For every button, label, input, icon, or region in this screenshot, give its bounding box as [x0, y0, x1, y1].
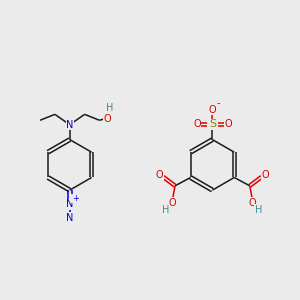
Text: +: +: [72, 194, 79, 203]
Text: O: O: [224, 119, 232, 129]
Text: O: O: [156, 169, 164, 179]
Text: O: O: [261, 169, 269, 179]
Text: N: N: [66, 200, 74, 209]
Text: O: O: [208, 105, 216, 115]
Text: H: H: [163, 205, 170, 214]
Text: O: O: [104, 114, 112, 124]
Text: -: -: [217, 98, 220, 108]
Text: O: O: [193, 119, 201, 129]
Text: N: N: [66, 213, 74, 223]
Text: H: H: [106, 103, 113, 113]
Text: O: O: [248, 198, 256, 208]
Text: H: H: [255, 205, 262, 214]
Text: S: S: [209, 119, 216, 129]
Text: N: N: [66, 120, 74, 130]
Text: O: O: [169, 198, 176, 208]
